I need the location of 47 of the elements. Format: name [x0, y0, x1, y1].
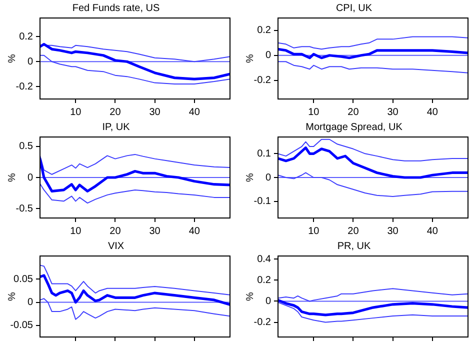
x-tick-label: 40: [426, 226, 438, 237]
y-axis-title: %: [244, 292, 256, 301]
y-axis-title: %: [244, 54, 256, 63]
chart-title: IP, UK: [102, 122, 130, 133]
chart-title: Fed Funds rate, US: [72, 2, 160, 14]
y-tick-label: 0: [265, 296, 272, 307]
x-tick-label: 10: [308, 226, 320, 237]
y-tick-label: 0: [265, 172, 272, 184]
y-tick-label: 0: [265, 50, 272, 62]
y-axis-title: %: [244, 172, 256, 182]
x-tick-label: 30: [387, 106, 399, 118]
x-tick-label: 10: [308, 106, 320, 118]
y-tick-label: 0: [27, 172, 34, 184]
chart-title: PR, UK: [337, 240, 371, 252]
x-tick-label: 20: [348, 226, 360, 237]
x-tick-label: 10: [70, 226, 82, 237]
y-tick-label: 0.05: [14, 274, 34, 285]
y-axis-title: %: [6, 54, 18, 63]
y-tick-label: 0.1: [257, 148, 272, 160]
x-tick-label: 20: [348, 106, 360, 118]
y-axis-title: %: [6, 292, 18, 301]
y-tick-label: 0.5: [19, 141, 34, 152]
y-tick-label: -0.5: [16, 203, 34, 214]
x-tick-label: 20: [110, 106, 122, 118]
y-tick-label: 0.4: [257, 254, 272, 265]
y-tick-label: -0.2: [16, 81, 34, 92]
y-tick-label: -0.1: [254, 196, 272, 208]
x-tick-label: 20: [110, 226, 122, 237]
y-tick-label: 0.2: [19, 31, 34, 42]
y-tick-label: 0.2: [257, 25, 272, 36]
y-tick-label: 0: [27, 56, 34, 68]
y-axis-title: %: [6, 172, 18, 182]
y-tick-label: 0.2: [257, 274, 272, 286]
y-tick-label: 0: [27, 297, 34, 308]
x-tick-label: 30: [387, 226, 399, 237]
x-tick-label: 10: [70, 106, 82, 118]
chart-title: VIX: [108, 240, 124, 252]
y-tick-label: -0.2: [254, 75, 272, 86]
x-tick-label: 40: [188, 106, 200, 118]
x-tick-label: 30: [149, 106, 161, 118]
y-tick-label: -0.05: [10, 320, 34, 332]
x-tick-label: 40: [426, 106, 438, 118]
y-tick-label: -0.2: [254, 317, 272, 328]
chart-title: CPI, UK: [336, 2, 372, 14]
x-tick-label: 30: [149, 226, 161, 237]
chart-title: Mortgage Spread, UK: [306, 122, 403, 133]
x-tick-label: 40: [188, 226, 200, 237]
